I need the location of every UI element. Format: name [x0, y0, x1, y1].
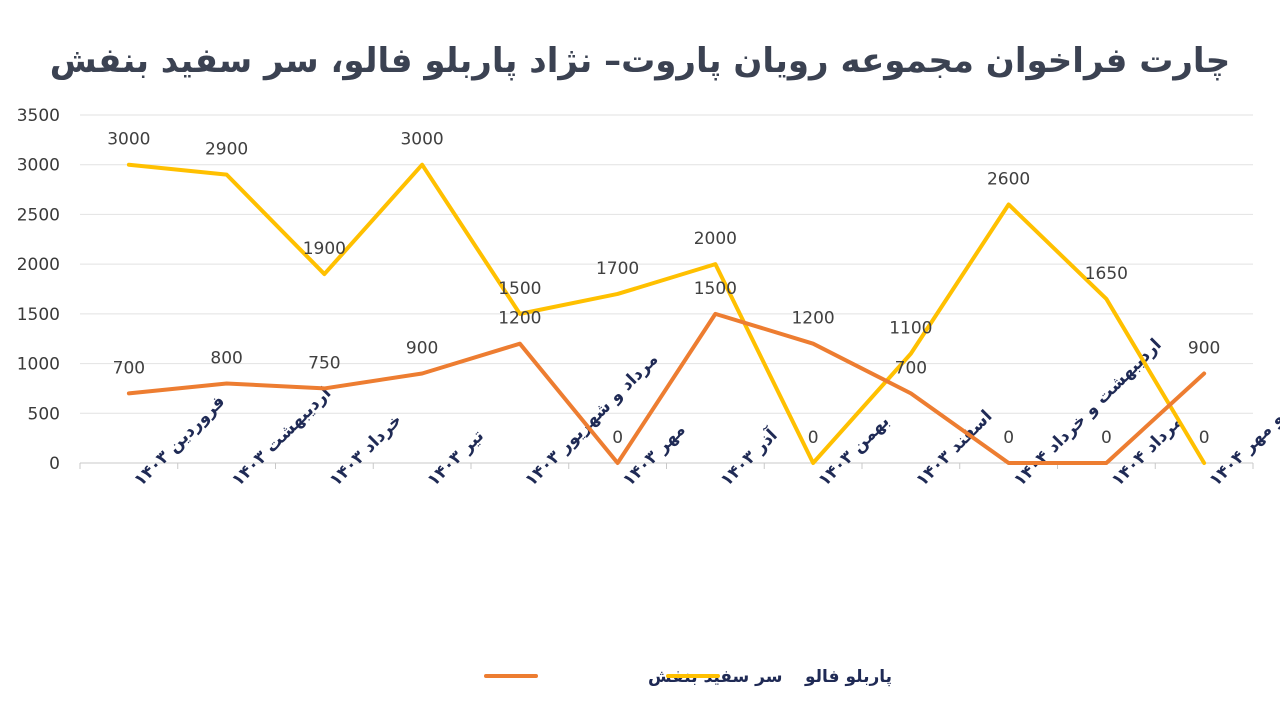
grid [80, 114, 1253, 464]
data-label: 0 [1101, 428, 1112, 448]
data-label: 2000 [694, 229, 737, 249]
y-axis: 0 500 1000 1500 2000 2500 3000 3500 [17, 106, 60, 474]
series-line-2 [126, 311, 1207, 465]
data-label: 0 [808, 428, 819, 448]
data-label: 1500 [498, 279, 541, 299]
x-tick-label: اسفند ۱۴۰۳ [912, 406, 996, 490]
y-tick-label: 500 [28, 404, 60, 424]
x-tick-label: اردیبهشت ۱۴۰۳ [228, 383, 335, 490]
series-line-1 [126, 162, 1207, 465]
data-label: 1200 [498, 309, 541, 329]
data-label: 1650 [1085, 264, 1128, 284]
data-label: 1200 [791, 309, 834, 329]
x-tick-label: مهر ۱۴۰۳ [619, 420, 690, 491]
data-label: 1900 [303, 239, 346, 259]
y-tick-label: 3500 [17, 106, 60, 126]
y-tick-label: 3000 [17, 156, 60, 176]
x-tick-label: آذر ۱۴۰۳ [715, 423, 782, 490]
x-tick-label: تیر ۱۴۰۳ [424, 426, 489, 491]
data-label: 2900 [205, 140, 248, 160]
data-label: 1700 [596, 259, 639, 279]
x-tick-label: خرداد ۱۴۰۳ [326, 410, 406, 490]
y-tick-label: 2500 [17, 205, 60, 225]
y-tick-label: 0 [49, 454, 60, 474]
data-label: 0 [1199, 428, 1210, 448]
data-label: 3000 [107, 130, 150, 150]
chart-title: چارت فراخوان مجموعه رویان پاروت– نژاد پا… [50, 41, 1230, 81]
legend-label: پاربلو فالو [804, 667, 892, 687]
data-labels: 3000 2900 1900 3000 1500 1700 2000 0 1100 2600 165… [107, 130, 1220, 448]
x-tick-label: فروردین ۱۴۰۳ [130, 392, 229, 491]
data-label: 1100 [889, 319, 932, 339]
data-label: 700 [113, 358, 145, 378]
data-label: 900 [1188, 339, 1220, 359]
y-tick-label: 1500 [17, 305, 60, 325]
data-label: 700 [895, 358, 927, 378]
legend: سر سفید بنفشپاربلو فالو [484, 667, 892, 687]
data-label: 2600 [987, 169, 1030, 189]
data-label: 1500 [694, 279, 737, 299]
y-tick-label: 1000 [17, 355, 60, 375]
data-label: 750 [308, 353, 340, 373]
data-label: 0 [612, 428, 623, 448]
data-label: 3000 [400, 130, 443, 150]
data-label: 900 [406, 339, 438, 359]
series-lines [126, 162, 1207, 465]
y-tick-label: 2000 [17, 255, 60, 275]
data-label: 0 [1003, 428, 1014, 448]
x-tick-label: شهریور و مهر ۱۴۰۴ [1206, 358, 1280, 491]
data-label: 800 [210, 348, 242, 368]
